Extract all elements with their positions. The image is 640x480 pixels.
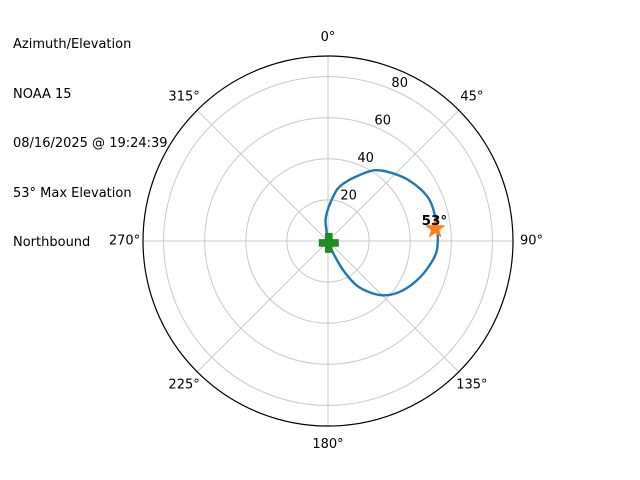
azimuth-tick-label: 45° (460, 90, 483, 105)
max-elevation-marker (425, 218, 445, 237)
azimuth-tick-label: 270° (109, 234, 140, 249)
elevation-tick-label: 20 (340, 188, 357, 203)
max-elevation-label: 53° (422, 213, 448, 229)
azimuth-tick-label: 225° (168, 377, 199, 392)
azimuth-grid-line (196, 240, 329, 373)
azimuth-grid-line (327, 240, 460, 373)
azimuth-grid-line (196, 109, 329, 242)
azimuth-grid-line (327, 109, 460, 242)
azimuth-tick-label: 180° (312, 437, 343, 452)
azimuth-tick-label: 0° (321, 30, 336, 45)
polar-outline (142, 55, 514, 427)
satellite-track (324, 168, 440, 297)
info-panel: Azimuth/Elevation NOAA 15 08/16/2025 @ 1… (13, 4, 168, 285)
pass-direction: Northbound (13, 235, 91, 250)
elevation-tick-label: 60 (374, 114, 391, 129)
azimuth-tick-label: 90° (520, 234, 543, 249)
pass-timestamp: 08/16/2025 @ 19:24:39 (13, 136, 168, 151)
max-elevation-text: 53° Max Elevation (13, 185, 132, 201)
elevation-tick-label: 80 (391, 76, 408, 91)
azimuth-tick-label: 135° (456, 377, 487, 392)
pass-start-marker (318, 232, 339, 253)
azimuth-tick-label: 315° (168, 90, 199, 105)
elevation-tick-label: 40 (357, 151, 374, 166)
satellite-name: NOAA 15 (13, 86, 72, 102)
chart-title: Azimuth/Elevation (13, 37, 132, 52)
